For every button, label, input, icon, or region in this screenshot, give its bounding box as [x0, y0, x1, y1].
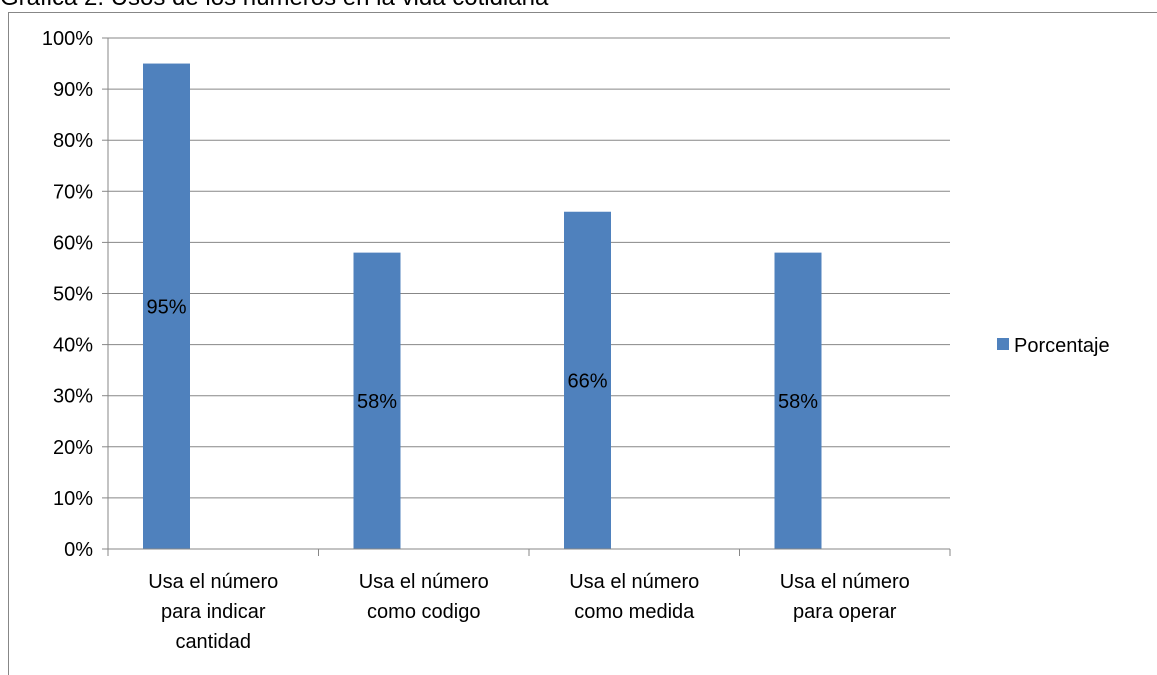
data-labels: 95% 58% 66% 58% [146, 296, 818, 413]
category-label: como codigo [367, 601, 480, 623]
bars [143, 63, 822, 550]
y-tick-label: 50% [53, 284, 93, 306]
y-tick-label: 60% [53, 232, 93, 254]
y-tick-label: 0% [64, 539, 93, 561]
bar [143, 63, 190, 550]
bar [353, 252, 401, 549]
y-axis-tick-labels: 0% 10% 20% 30% 40% 50% 60% 70% 80% 90% 100% [42, 28, 93, 561]
legend: Porcentaje [997, 335, 1110, 357]
category-label: para operar [793, 601, 897, 623]
bar [774, 252, 822, 549]
y-tick-label: 40% [53, 335, 93, 357]
legend-label: Porcentaje [1014, 335, 1110, 357]
y-tick-label: 90% [53, 79, 93, 101]
chart-title: Grafica 2. Usos de los números en la vid… [0, 0, 548, 12]
category-label: para indicar [161, 601, 266, 623]
data-label: 58% [357, 391, 397, 413]
y-tick-label: 80% [53, 130, 93, 152]
data-label: 58% [778, 391, 818, 413]
category-label: Usa el número [148, 571, 278, 593]
category-label: cantidad [175, 631, 251, 653]
y-tick-label: 30% [53, 386, 93, 408]
y-tick-label: 10% [53, 488, 93, 510]
y-tick-label: 70% [53, 181, 93, 203]
gridlines [102, 37, 950, 550]
bar [564, 211, 611, 550]
chart-frame [8, 12, 1157, 675]
x-axis-category-labels: Usa el número para indicar cantidad Usa el … [148, 571, 910, 653]
data-label: 66% [567, 370, 607, 392]
y-tick-label: 20% [53, 437, 93, 459]
y-tick-label: 100% [42, 28, 93, 50]
category-label: como medida [574, 601, 695, 623]
category-label: Usa el número [780, 571, 910, 593]
axes [107, 38, 951, 556]
category-label: Usa el número [569, 571, 699, 593]
data-label: 95% [146, 296, 186, 318]
category-label: Usa el número [359, 571, 489, 593]
legend-swatch [997, 338, 1009, 350]
